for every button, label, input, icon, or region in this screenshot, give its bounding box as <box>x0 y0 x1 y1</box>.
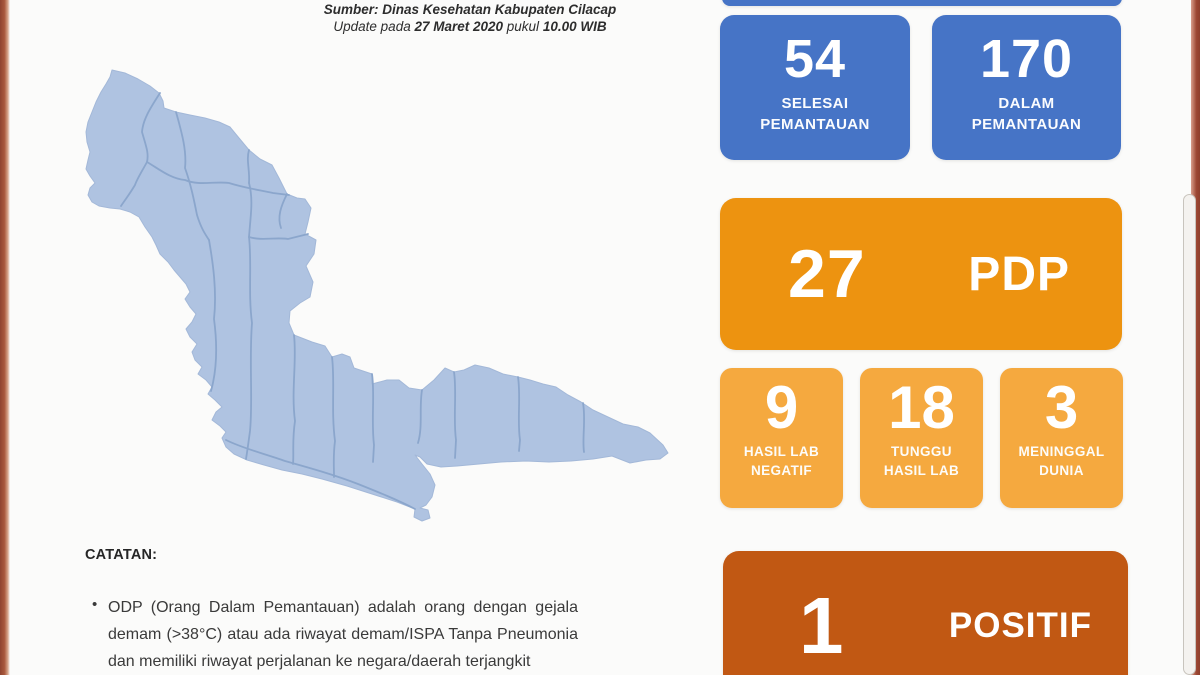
tunggu-hasil-lab-value: 18 <box>888 374 955 441</box>
label-line: NEGATIF <box>750 463 813 478</box>
meninggal-dunia-value: 3 <box>1044 374 1079 441</box>
infographic-left-border <box>0 0 10 675</box>
label-line: HASIL LAB <box>883 463 960 478</box>
source-caption: Sumber: Dinas Kesehatan Kabupaten Cilaca… <box>290 1 650 35</box>
label-line: DUNIA <box>1039 463 1084 478</box>
card-selesai-pemantauan: 54 SELESAI PEMANTAUAN <box>720 15 910 160</box>
selesai-pemantauan-value: 54 <box>783 29 847 89</box>
scrollbar[interactable] <box>1183 194 1196 675</box>
hasil-lab-negatif-label: HASIL LAB NEGATIF <box>744 442 819 480</box>
card-dalam-pemantauan: 170 DALAM PEMANTAUAN <box>932 15 1121 160</box>
label-line: PEMANTAUAN <box>760 116 870 133</box>
label-line: HASIL LAB <box>743 444 820 459</box>
label-line: PEMANTAUAN <box>971 116 1082 133</box>
tunggu-hasil-lab-label: TUNGGU HASIL LAB <box>884 442 959 480</box>
selesai-pemantauan-label: SELESAI PEMANTAUAN <box>760 93 870 135</box>
note-line: dan memiliki riwayat perjalanan ke negar… <box>108 653 531 670</box>
district-boundary-lines <box>120 92 586 510</box>
card-positif: 1 POSITIF <box>723 551 1128 675</box>
update-time: 10.00 WIB <box>542 19 607 34</box>
source-line: Sumber: Dinas Kesehatan Kabupaten Cilaca… <box>323 2 617 17</box>
hasil-lab-negatif-value: 9 <box>764 374 799 441</box>
note-line: demam (>38°C) atau ada riwayat demam/ISP… <box>108 626 578 643</box>
pdp-value: 27 <box>788 236 866 312</box>
card-pdp: 27 PDP <box>720 198 1122 350</box>
update-prefix: Update pada <box>333 19 415 34</box>
cilacap-outline <box>85 69 669 522</box>
dalam-pemantauan-label: DALAM PEMANTAUAN <box>972 93 1082 135</box>
dalam-pemantauan-value: 170 <box>979 29 1074 89</box>
card-cropped-top <box>722 0 1122 6</box>
positif-label: POSITIF <box>948 606 1092 645</box>
card-hasil-lab-negatif: 9 HASIL LAB NEGATIF <box>720 368 843 508</box>
update-middle: pukul <box>503 19 543 34</box>
update-date: 27 Maret 2020 <box>414 19 504 34</box>
bullet-icon: • <box>92 596 98 613</box>
notes-title: CATATAN: <box>85 547 158 563</box>
label-line: MENINGGAL <box>1018 444 1105 459</box>
label-line: TUNGGU <box>891 444 952 459</box>
positif-value: 1 <box>799 581 844 670</box>
meninggal-dunia-label: MENINGGAL DUNIA <box>1018 442 1104 480</box>
pdp-label: PDP <box>968 247 1070 301</box>
card-meninggal-dunia: 3 MENINGGAL DUNIA <box>1000 368 1123 508</box>
card-tunggu-hasil-lab: 18 TUNGGU HASIL LAB <box>860 368 983 508</box>
note-line: ODP (Orang Dalam Pemantauan) adalah oran… <box>108 599 578 616</box>
label-line: SELESAI <box>781 95 849 112</box>
update-line: Update pada 27 Maret 2020 pukul 10.00 WI… <box>290 18 650 35</box>
label-line: DALAM <box>998 95 1055 112</box>
odp-definition-note: ODP (Orang Dalam Pemantauan) adalah oran… <box>108 594 578 675</box>
